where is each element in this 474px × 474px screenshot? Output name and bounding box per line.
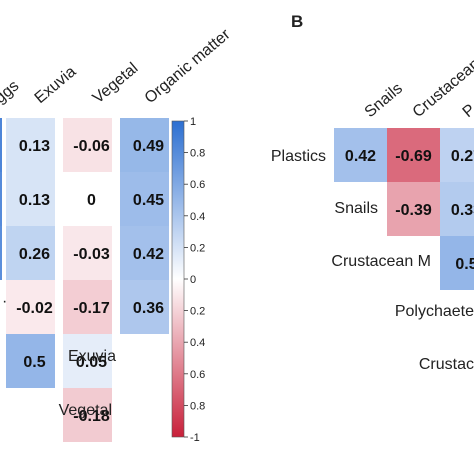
row-label: Polychaete — [395, 303, 474, 320]
column-label: Exuvia — [32, 63, 80, 107]
heatmap-cell — [0, 172, 2, 226]
cell-value: -0.06 — [73, 138, 110, 155]
cell-value: -0.17 — [73, 300, 110, 317]
column-label: P — [460, 101, 474, 121]
colorbar-tick-label: 0.4 — [190, 211, 205, 223]
cell-value: 0.13 — [19, 138, 50, 155]
heatmap-cell — [120, 280, 169, 334]
cell-value: -0.18 — [73, 408, 110, 425]
heatmap-cell — [63, 280, 112, 334]
heatmap-cell — [6, 334, 55, 388]
heatmap-cell — [63, 388, 112, 442]
colorbar-tick-label: 1 — [190, 116, 196, 128]
heatmap-cell — [120, 118, 169, 172]
heatmap-cell — [63, 226, 112, 280]
heatmap-cell — [120, 226, 169, 280]
heatmap-cell — [387, 128, 440, 182]
heatmap-cell — [0, 226, 2, 280]
colorbar-tick-label: 0.8 — [190, 400, 205, 412]
heatmap-cell — [63, 172, 112, 226]
heatmap-cell — [6, 226, 55, 280]
cell-value: 0.5 — [23, 354, 45, 371]
cell-value: -0.39 — [395, 202, 432, 219]
cell-value: 0.33 — [451, 202, 474, 219]
cell-value: 0.42 — [345, 148, 376, 165]
cell-value: 0.36 — [133, 300, 164, 317]
column-label: ggs — [0, 77, 22, 107]
cell-value: 0 — [87, 192, 96, 209]
cell-value: 0.42 — [133, 246, 164, 263]
row-label: Crustac — [419, 356, 474, 373]
heatmap-cell — [6, 172, 55, 226]
row-label: Crustacean M — [331, 253, 431, 270]
row-label: Exuvia — [68, 348, 116, 365]
colorbar-tick-label: 0.2 — [190, 242, 205, 254]
cell-value: -0.03 — [73, 246, 110, 263]
heatmap-cell — [387, 182, 440, 236]
heatmap-cell — [6, 118, 55, 172]
colorbar-tick-label: 0 — [190, 274, 196, 286]
cell-value: 0.45 — [133, 192, 164, 209]
heatmap-cell — [0, 118, 2, 172]
heatmap-cell — [440, 128, 474, 182]
colorbar-tick-label: 0.8 — [190, 148, 205, 160]
row-label: Vegetal — [59, 402, 112, 419]
cell-value: 0.13 — [19, 192, 50, 209]
column-label: Organic matter — [142, 26, 234, 107]
heatmap-cell — [63, 334, 112, 388]
cell-value: 0.26 — [19, 246, 50, 263]
panel-label: B — [291, 12, 303, 31]
row-label-fragment: · — [2, 293, 7, 310]
column-label: Snails — [362, 80, 406, 121]
colorbar-tick-label: -1 — [190, 432, 200, 444]
colorbar-tick-label: 0.4 — [190, 337, 205, 349]
colorbar-tick-label: 0.6 — [190, 179, 205, 191]
cell-value: 0.27 — [451, 148, 474, 165]
heatmap-cell — [334, 128, 387, 182]
cell-value: -0.02 — [16, 300, 53, 317]
colorbar-tick-label: 0.2 — [190, 306, 205, 318]
cell-value: -0.69 — [395, 148, 432, 165]
cell-value: 0.05 — [76, 354, 107, 371]
colorbar — [171, 120, 185, 438]
heatmap-cell — [63, 118, 112, 172]
heatmap-cell — [440, 182, 474, 236]
cell-value: 0.49 — [133, 138, 164, 155]
cell-value: 0.5 — [455, 256, 474, 273]
column-label: Vegetal — [90, 60, 142, 107]
row-label: Plastics — [271, 148, 326, 165]
colorbar-tick-label: 0.6 — [190, 369, 205, 381]
row-label: Snails — [334, 200, 378, 217]
heatmap-cell — [6, 280, 55, 334]
heatmap-cell — [440, 236, 474, 290]
heatmap-cell — [120, 172, 169, 226]
